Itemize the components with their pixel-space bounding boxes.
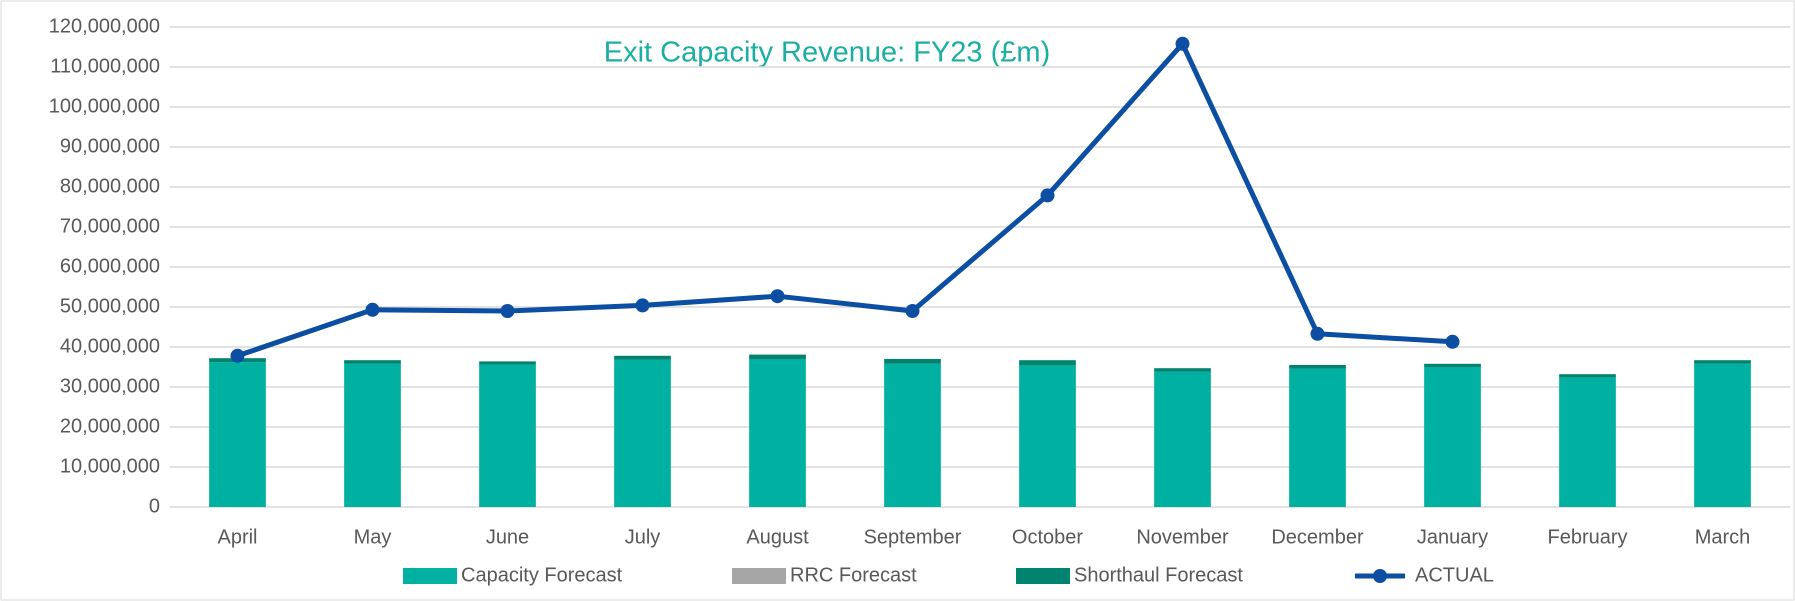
bar-segment — [1289, 368, 1346, 507]
x-tick-label: November — [1136, 526, 1229, 548]
bar-segment — [884, 359, 941, 364]
legend-label: RRC Forecast — [790, 564, 917, 586]
y-tick-label: 40,000,000 — [60, 335, 160, 357]
line-marker — [1175, 36, 1190, 51]
x-tick-label: June — [486, 526, 529, 548]
y-tick-label: 120,000,000 — [49, 15, 160, 37]
line-marker — [1445, 334, 1460, 349]
bar-segment — [1289, 365, 1346, 369]
x-tick-label: May — [354, 526, 392, 548]
x-tick-label: March — [1695, 526, 1751, 548]
bar-segment — [1019, 360, 1076, 366]
line — [236, 41, 1453, 359]
line-marker — [905, 304, 920, 318]
bar-segment — [1559, 374, 1616, 378]
bar-segment — [749, 359, 806, 507]
y-tick-label: 60,000,000 — [60, 255, 160, 277]
y-tick-label: 100,000,000 — [49, 95, 160, 117]
x-tick-label: December — [1271, 526, 1364, 548]
bar-segment — [1694, 363, 1751, 507]
bar-segment — [344, 363, 401, 507]
bar-segment — [1154, 368, 1211, 372]
line-marker — [770, 289, 785, 304]
x-tick-label: September — [864, 526, 962, 548]
y-tick-label: 30,000,000 — [60, 375, 160, 397]
y-tick-label: 110,000,000 — [50, 55, 160, 77]
y-tick-label: 80,000,000 — [60, 175, 160, 197]
bar-segment — [749, 354, 806, 359]
bar-segment — [1694, 360, 1751, 364]
bar-segment — [1559, 377, 1616, 507]
line-marker — [635, 298, 650, 313]
y-tick-label: 10,000,000 — [60, 455, 160, 477]
legend-label: Capacity Forecast — [461, 564, 623, 586]
bar-segment — [614, 355, 671, 360]
y-tick-label: 50,000,000 — [60, 295, 160, 317]
x-tick-label: February — [1547, 526, 1627, 548]
legend-swatch-marker — [1373, 569, 1387, 583]
line-marker — [500, 304, 515, 318]
line-marker — [365, 302, 380, 317]
bar-segment — [479, 364, 536, 507]
bar-segment — [1424, 363, 1481, 367]
bar-segment — [1154, 371, 1211, 507]
legend-swatch — [1016, 568, 1070, 584]
line-marker — [230, 348, 245, 363]
bar-segment — [209, 362, 266, 507]
bar-segment — [614, 359, 671, 507]
legend-swatch — [732, 568, 786, 584]
bar-segment — [1424, 367, 1481, 507]
x-tick-label: August — [746, 526, 809, 548]
line-marker — [1310, 326, 1325, 341]
legend-label: Shorthaul Forecast — [1074, 564, 1243, 586]
y-tick-label: 20,000,000 — [60, 415, 160, 437]
bar-segment — [344, 360, 401, 364]
bar-segment — [1019, 365, 1076, 507]
bar-segment — [479, 361, 536, 365]
y-tick-label: 0 — [149, 495, 160, 517]
y-tick-label: 70,000,000 — [60, 215, 160, 237]
legend-label: ACTUAL — [1415, 564, 1494, 586]
x-tick-label: October — [1012, 526, 1083, 548]
x-tick-label: April — [217, 526, 257, 548]
chart-title: Exit Capacity Revenue: FY23 (£m) — [604, 37, 1050, 69]
bar-segment — [884, 363, 941, 507]
line-marker — [1040, 188, 1055, 203]
legend-swatch — [403, 568, 457, 584]
x-tick-label: January — [1417, 526, 1488, 548]
x-tick-label: July — [625, 526, 661, 548]
y-tick-label: 90,000,000 — [60, 135, 160, 157]
